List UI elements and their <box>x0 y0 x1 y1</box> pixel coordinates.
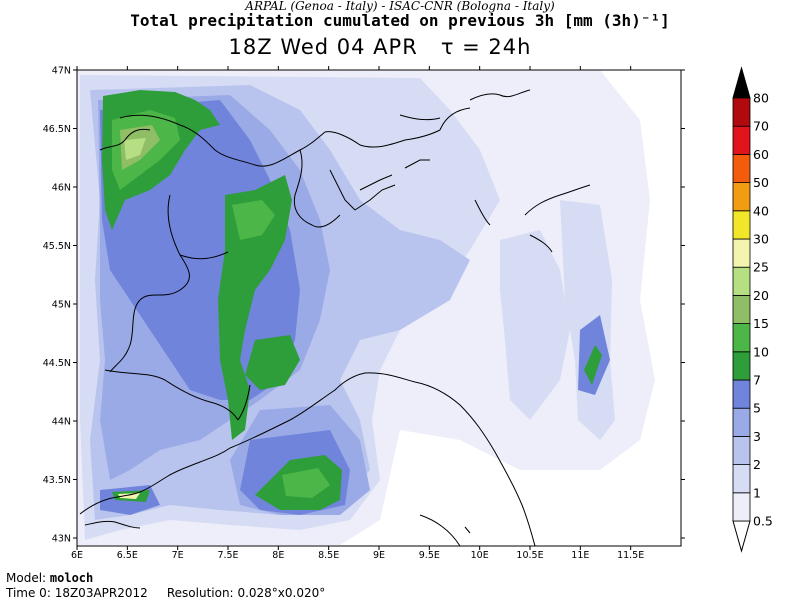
time0-value: 18Z03APR2012 <box>54 586 148 600</box>
longitude-axis: 6E 6.5E 7E 7.5E 8E 8.5E 9E 9.5E 10E 10.5E 11E 11.5E <box>71 66 644 560</box>
lon-label: 6E <box>71 550 83 560</box>
colorbar-box <box>732 351 751 381</box>
colorbar-label: 0.5 <box>753 514 773 529</box>
precipitation-colorbar: 0.5 1 2 3 5 7 10 15 20 25 30 40 50 60 70 80 <box>732 66 773 553</box>
lon-label: 8E <box>272 550 284 560</box>
colorbar-box <box>732 407 751 437</box>
forecast-step: τ = 24h <box>440 35 532 59</box>
lon-label: 8.5E <box>318 550 339 560</box>
lon-label: 7.5E <box>217 550 238 560</box>
resolution-value: 0.028°x0.020° <box>237 586 326 600</box>
lat-label: 47N <box>52 66 71 77</box>
map-title: Total precipitation cumulated on previou… <box>130 11 670 30</box>
lon-label: 9.5E <box>419 550 440 560</box>
lon-label: 7E <box>172 550 184 560</box>
latitude-axis: 47N 46.5N 46N 45.5N 45N 44.5N 44N 43.5N 43N <box>43 66 685 545</box>
lon-label: 11E <box>571 550 589 560</box>
colorbar-box <box>732 238 751 268</box>
colorbar-box <box>732 266 751 296</box>
colorbar-label: 50 <box>753 175 769 190</box>
lat-label: 44.5N <box>43 358 71 369</box>
coastlines-and-borders <box>79 89 591 546</box>
colorbar-under-arrow <box>732 520 751 553</box>
colorbar-over-arrow <box>732 66 751 99</box>
lon-label: 11.5E <box>617 550 644 560</box>
colorbar-box <box>732 294 751 324</box>
colorbar-box <box>732 210 751 240</box>
colorbar-box <box>732 379 751 409</box>
lat-label: 46.5N <box>43 124 71 135</box>
colorbar-box <box>732 464 751 494</box>
model-value: moloch <box>49 571 94 585</box>
time-resolution-line: Time 0: 18Z03APR2012 Resolution: 0.028°x… <box>6 586 325 600</box>
credit-line: ARPAL (Genoa - Italy) - ISAC-CNR (Bologn… <box>245 0 555 13</box>
lat-label: 45N <box>52 300 71 311</box>
time0-label: Time 0: <box>6 586 51 600</box>
lon-label: 9E <box>373 550 385 560</box>
colorbar-label: 60 <box>753 147 769 162</box>
colorbar-label: 30 <box>753 232 769 247</box>
colorbar-box <box>732 435 751 465</box>
colorbar-box <box>732 125 751 155</box>
precipitation-field <box>77 70 655 545</box>
model-line: Model: moloch <box>6 571 93 585</box>
valid-time: 18Z Wed 04 APR <box>228 35 418 59</box>
colorbar-label: 20 <box>753 288 769 303</box>
colorbar-box <box>732 97 751 127</box>
colorbar-label: 25 <box>753 260 769 275</box>
colorbar-box <box>732 492 751 522</box>
colorbar-label: 5 <box>753 401 761 416</box>
colorbar-label: 7 <box>753 373 761 388</box>
lat-label: 46N <box>52 183 71 194</box>
colorbar-box <box>732 323 751 353</box>
lat-label: 44N <box>52 417 71 428</box>
lat-label: 43.5N <box>43 475 71 486</box>
model-label: Model: <box>6 571 47 585</box>
colorbar-box <box>732 153 751 183</box>
colorbar-label: 80 <box>753 91 769 106</box>
colorbar-label: 40 <box>753 203 769 218</box>
resolution-label: Resolution: <box>166 586 234 600</box>
lon-label: 10.5E <box>516 550 543 560</box>
lon-label: 10E <box>471 550 489 560</box>
lat-label: 45.5N <box>43 241 71 252</box>
colorbar-label: 2 <box>753 457 761 472</box>
colorbar-label: 15 <box>753 316 769 331</box>
colorbar-label: 70 <box>753 119 769 134</box>
colorbar-label: 3 <box>753 429 761 444</box>
lon-label: 6.5E <box>117 550 138 560</box>
colorbar-label: 1 <box>753 485 761 500</box>
map-time-line: 18Z Wed 04 APR τ = 24h <box>0 35 760 59</box>
lat-label: 43N <box>52 534 71 545</box>
colorbar-label: 10 <box>753 344 769 359</box>
precipitation-map: 47N 46.5N 46N 45.5N 45N 44.5N 44N 43.5N 43N 6E 6.… <box>43 66 773 561</box>
colorbar-box <box>732 182 751 212</box>
